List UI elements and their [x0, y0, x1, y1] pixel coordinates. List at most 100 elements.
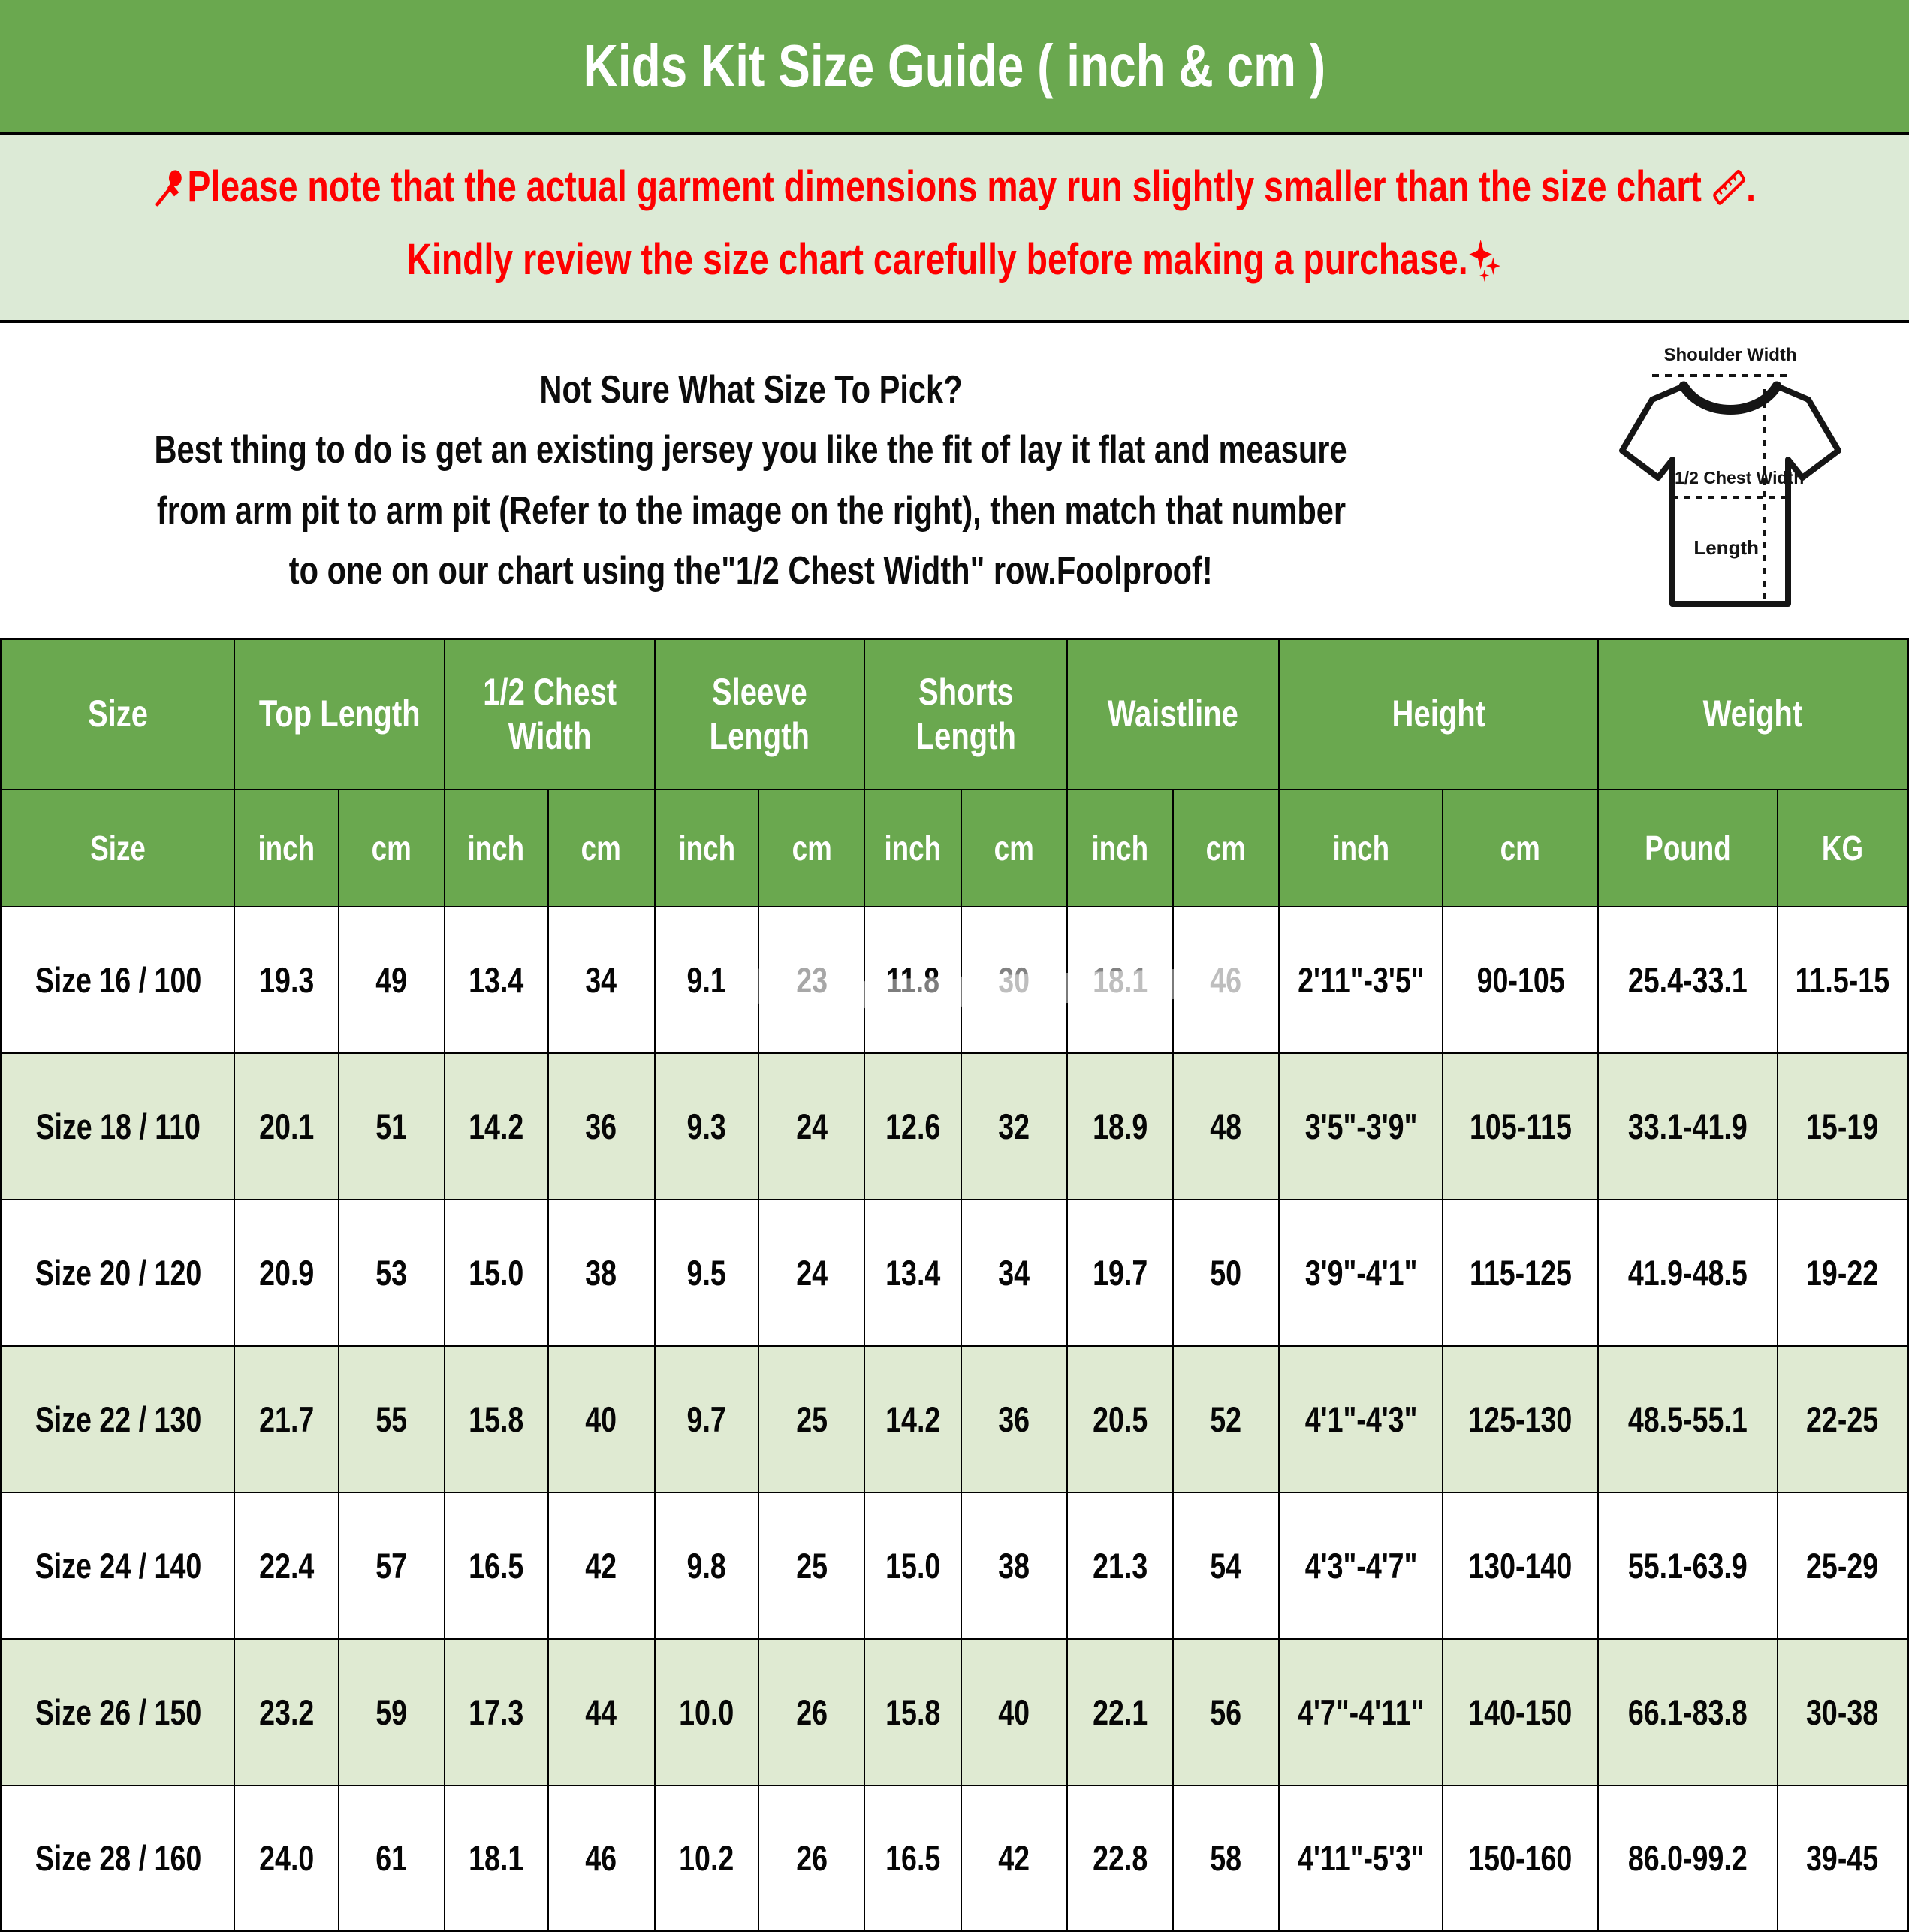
tshirt-diagram: Shoulder Width 1/2 Chest Width Length: [1600, 341, 1862, 626]
value-cell: 32: [961, 1052, 1068, 1200]
value-cell: 13.4: [443, 905, 549, 1054]
notice-text-2: Kindly review the size chart carefully b…: [406, 235, 1468, 284]
value-cell: 36: [961, 1345, 1068, 1493]
value-cell: 125-130: [1442, 1345, 1600, 1493]
pushpin-icon: [153, 167, 187, 218]
value-cell: 14.2: [443, 1052, 549, 1200]
value-cell: 54: [1172, 1491, 1280, 1640]
value-cell: 39-45: [1776, 1784, 1909, 1932]
size-table: Size Top Length 1/2 Chest Width Sleeve Length…: [0, 638, 1909, 1932]
value-cell: 3'5"-3'9": [1277, 1052, 1444, 1200]
value-cell: 52: [1172, 1345, 1280, 1493]
notice-line-2: Kindly review the size chart carefully b…: [270, 237, 1639, 291]
value-cell: 57: [337, 1491, 445, 1640]
value-cell: 19.3: [234, 905, 339, 1054]
value-cell: 36: [547, 1052, 656, 1200]
value-cell: 25.4-33.1: [1597, 905, 1778, 1054]
column-group-header: Waistline: [1066, 638, 1280, 790]
value-cell: 4'7"-4'11": [1277, 1638, 1444, 1786]
value-cell: 22.1: [1066, 1638, 1174, 1786]
value-cell: 150-160: [1442, 1784, 1600, 1932]
unit-header: cm: [1172, 788, 1280, 907]
sizing-help-line-1: Best thing to do is get an existing jers…: [154, 428, 1348, 472]
value-cell: 49: [337, 905, 445, 1054]
value-cell: 21.3: [1066, 1491, 1174, 1640]
value-cell: 42: [961, 1784, 1068, 1932]
value-cell: 9.1: [653, 905, 760, 1054]
column-group-header: Shorts Length: [864, 638, 1068, 790]
value-cell: 40: [961, 1638, 1068, 1786]
value-cell: 20.9: [234, 1198, 339, 1347]
value-cell: 14.2: [864, 1345, 963, 1493]
size-row: Size 28 / 160 24.0 61 18.1 46 10.2 26 16.5 42 22.…: [0, 1784, 1909, 1932]
value-cell: 11.5-15: [1776, 905, 1909, 1054]
value-cell: 86.0-99.2: [1597, 1784, 1778, 1932]
value-cell: 38: [547, 1198, 656, 1347]
column-group-header: Weight: [1597, 638, 1909, 790]
unit-header: inch: [864, 788, 963, 907]
value-cell: 21.7: [234, 1345, 339, 1493]
value-cell: 22.4: [234, 1491, 339, 1640]
value-cell: 3'9"-4'1": [1277, 1198, 1444, 1347]
notice-band: Please note that the actual garment dime…: [0, 135, 1909, 323]
value-cell: 12.6: [864, 1052, 963, 1200]
size-label-cell: Size 28 / 160: [0, 1784, 236, 1932]
value-cell: 9.7: [653, 1345, 760, 1493]
value-cell: 19.7: [1066, 1198, 1174, 1347]
value-cell: 130-140: [1442, 1491, 1600, 1640]
unit-header: inch: [1277, 788, 1444, 907]
size-label-cell: Size 16 / 100: [0, 905, 236, 1054]
value-cell: 15-19: [1776, 1052, 1909, 1200]
value-cell: 15.0: [864, 1491, 963, 1640]
length-label: Length: [1693, 536, 1759, 559]
value-cell: 22-25: [1776, 1345, 1909, 1493]
size-row: Size 16 / 100 19.3 49 13.4 34 9.1 23 11.8 30 18.1…: [0, 905, 1909, 1054]
value-cell: 24: [758, 1198, 866, 1347]
value-cell: 61: [337, 1784, 445, 1932]
unit-header: cm: [337, 788, 445, 907]
value-cell: 4'1"-4'3": [1277, 1345, 1444, 1493]
value-cell: 58: [1172, 1784, 1280, 1932]
value-cell: 44: [547, 1638, 656, 1786]
column-group-header: Top Length: [234, 638, 445, 790]
notice-period: .: [1745, 162, 1756, 212]
unit-header: KG: [1776, 788, 1909, 907]
value-cell: 24.0: [234, 1784, 339, 1932]
value-cell: 16.5: [864, 1784, 963, 1932]
value-cell: 26: [758, 1638, 866, 1786]
size-label-cell: Size 24 / 140: [0, 1491, 236, 1640]
chest-width-label: 1/2 Chest Width: [1675, 468, 1804, 488]
value-cell: 4'3"-4'7": [1277, 1491, 1444, 1640]
value-cell: 41.9-48.5: [1597, 1198, 1778, 1347]
column-group-header: Height: [1277, 638, 1600, 790]
value-cell: 59: [337, 1638, 445, 1786]
value-cell: 55.1-63.9: [1597, 1491, 1778, 1640]
value-cell: 16.5: [443, 1491, 549, 1640]
size-row: Size 18 / 110 20.1 51 14.2 36 9.3 24 12.6 32 18.9…: [0, 1052, 1909, 1200]
ruler-icon: [1711, 165, 1745, 218]
unit-header-row: Size inch cm inch cm inch cm inch cm inch cm inch cm…: [0, 788, 1909, 907]
value-cell: 46: [1172, 905, 1280, 1054]
unit-header: cm: [961, 788, 1068, 907]
value-cell: 4'11"-5'3": [1277, 1784, 1444, 1932]
value-cell: 15.8: [443, 1345, 549, 1493]
value-cell: 24: [758, 1052, 866, 1200]
sizing-help-heading: Not Sure What Size To Pick?: [539, 368, 963, 412]
unit-header: cm: [758, 788, 866, 907]
column-group-header: Size: [0, 638, 236, 790]
group-header-row: Size Top Length 1/2 Chest Width Sleeve Length…: [0, 638, 1909, 790]
value-cell: 22.8: [1066, 1784, 1174, 1932]
value-cell: 33.1-41.9: [1597, 1052, 1778, 1200]
value-cell: 18.1: [443, 1784, 549, 1932]
value-cell: 9.5: [653, 1198, 760, 1347]
value-cell: 20.5: [1066, 1345, 1174, 1493]
value-cell: 19-22: [1776, 1198, 1909, 1347]
value-cell: 10.2: [653, 1784, 760, 1932]
value-cell: 40: [547, 1345, 656, 1493]
unit-header: inch: [653, 788, 760, 907]
value-cell: 105-115: [1442, 1052, 1600, 1200]
unit-header: Pound: [1597, 788, 1778, 907]
notice-text-1: Please note that the actual garment dime…: [187, 162, 1702, 212]
tshirt-collar: [1678, 381, 1782, 415]
